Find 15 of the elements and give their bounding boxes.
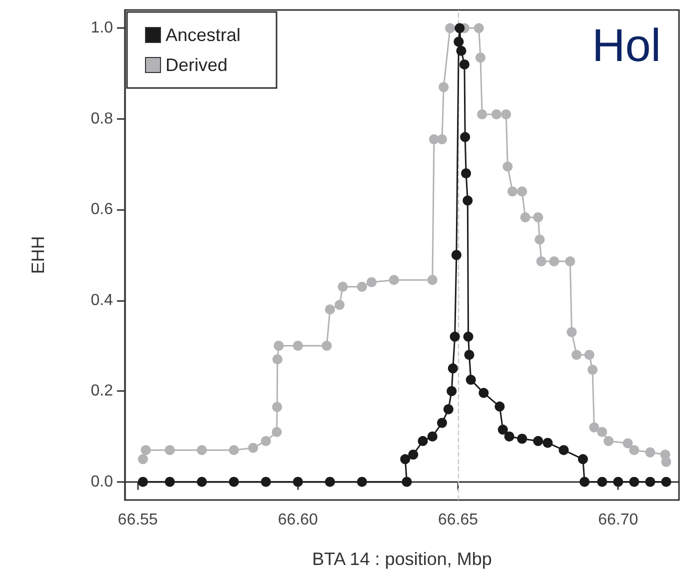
legend-label: Derived bbox=[166, 55, 228, 75]
x-axis-title: BTA 14 : position, Mbp bbox=[312, 549, 492, 569]
y-axis-title: EHH bbox=[28, 236, 48, 274]
y-tick-label: 0.6 bbox=[90, 201, 114, 218]
x-tick-label: 66.65 bbox=[438, 512, 478, 528]
annotation: Hol bbox=[592, 19, 662, 71]
y-tick-label: 0.0 bbox=[90, 473, 114, 490]
y-tick-label: 0.4 bbox=[90, 292, 114, 309]
legend-label: Ancestral bbox=[166, 25, 241, 45]
x-tick-label: 66.55 bbox=[118, 512, 158, 528]
y-tick-label: 0.2 bbox=[90, 382, 114, 400]
x-tick-label: 66.70 bbox=[598, 512, 638, 528]
x-tick-label: 66.60 bbox=[278, 512, 318, 528]
y-tick-label: 0.8 bbox=[90, 110, 114, 128]
y-tick-label: 1.0 bbox=[90, 20, 114, 37]
